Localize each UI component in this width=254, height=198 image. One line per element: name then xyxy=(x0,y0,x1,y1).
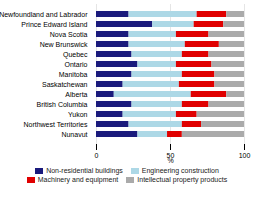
svg-text:0: 0 xyxy=(95,152,99,159)
svg-text:New Brunswick: New Brunswick xyxy=(40,41,88,48)
svg-text:%: % xyxy=(167,157,173,164)
svg-text:Yukon: Yukon xyxy=(68,111,88,118)
svg-text:Manitoba: Manitoba xyxy=(59,71,88,78)
svg-text:Alberta: Alberta xyxy=(65,91,87,98)
svg-text:Nunavut: Nunavut xyxy=(61,131,87,138)
html-text:Machinery and equipment: Machinery and equipment xyxy=(37,176,119,183)
svg-text:Ontario: Ontario xyxy=(65,61,88,68)
html-text:Intellectual property products: Intellectual property products xyxy=(137,176,228,183)
svg-text:Quebec: Quebec xyxy=(63,51,88,59)
html-text:Non-residential buildings: Non-residential buildings xyxy=(46,167,123,174)
svg-text:Nova Scotia: Nova Scotia xyxy=(50,31,88,38)
svg-text:100: 100 xyxy=(239,152,251,159)
svg-text:British Columbia: British Columbia xyxy=(37,101,88,108)
svg-text:Newfoundland and Labrador: Newfoundland and Labrador xyxy=(0,11,88,18)
svg-text:Northwest Territories: Northwest Territories xyxy=(23,121,88,128)
html-text:Engineering construction: Engineering construction xyxy=(141,167,219,174)
svg-text:Prince Edward Island: Prince Edward Island xyxy=(21,21,87,28)
svg-text:Saskatchewan: Saskatchewan xyxy=(42,81,88,88)
